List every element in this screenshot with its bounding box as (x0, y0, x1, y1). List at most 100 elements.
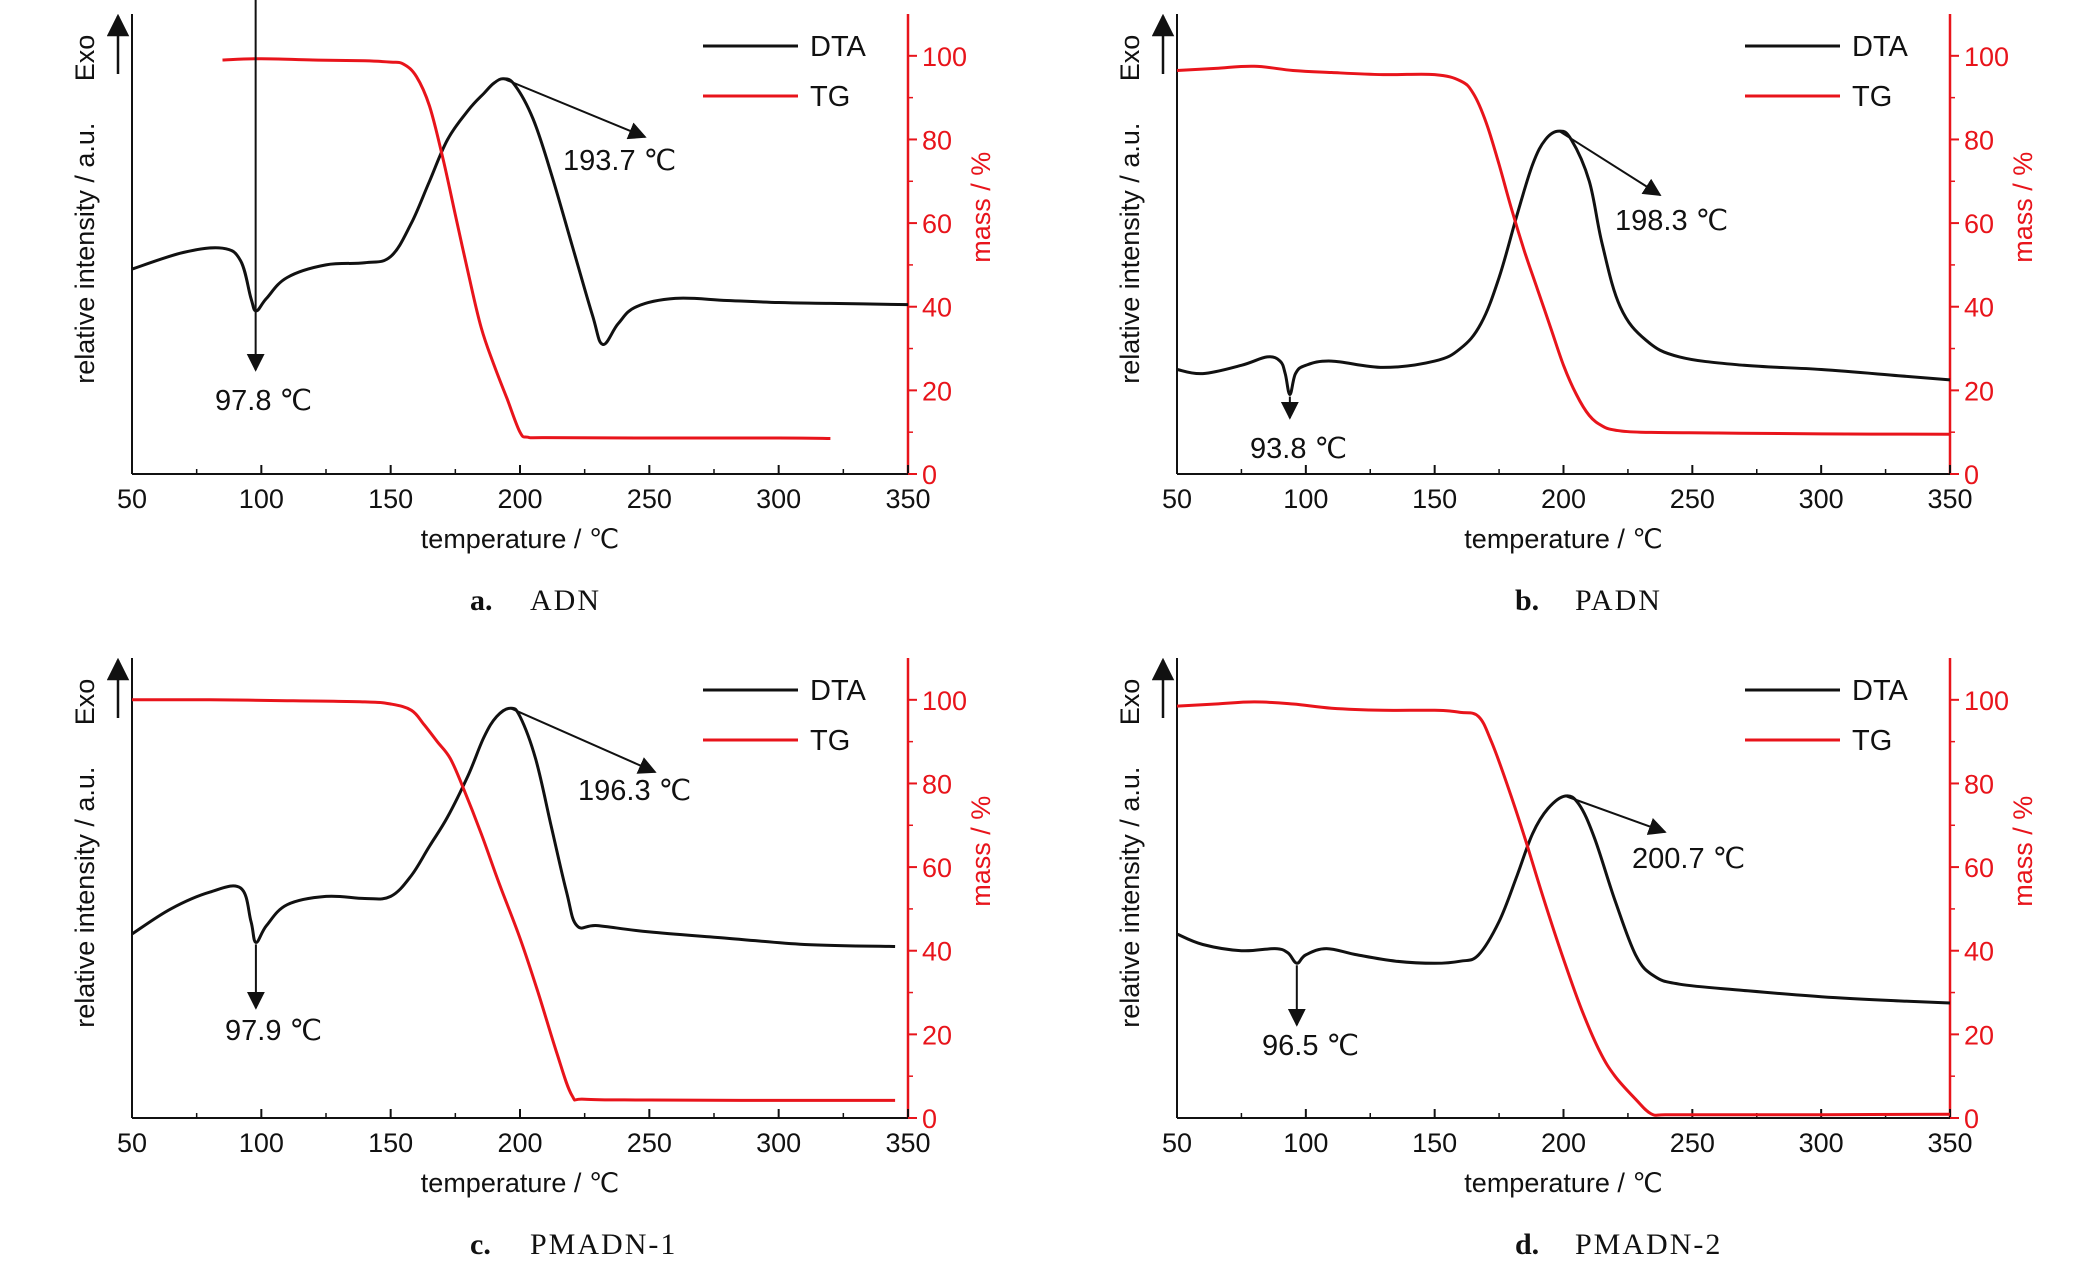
y2-tick-label: 60 (1964, 853, 1994, 883)
caption-letter: c. (470, 1228, 491, 1261)
y-axis-label: relative intensity / a.u. (70, 767, 100, 1028)
x-tick-label: 300 (756, 484, 801, 514)
endo-temperature-label: 96.5 ℃ (1262, 1030, 1359, 1062)
y2-tick-label: 100 (922, 686, 967, 716)
x-tick-label: 50 (117, 1128, 147, 1158)
x-tick-label: 350 (1927, 484, 1972, 514)
legend-tg-label: TG (1852, 725, 1892, 757)
y-axis-label: relative intensity / a.u. (70, 123, 100, 384)
series-dta-line (131, 706, 896, 948)
legend-tg-label: TG (1852, 81, 1892, 113)
x-tick-label: 100 (239, 484, 284, 514)
caption-name: ADN (530, 584, 601, 617)
y2-tick-label: 60 (922, 209, 952, 239)
x-tick-label: 300 (1799, 1128, 1844, 1158)
x-axis-label: temperature / ℃ (421, 1168, 619, 1198)
x-tick-label: 50 (117, 484, 147, 514)
y2-axis-label: mass / % (966, 152, 996, 263)
x-axis-label: temperature / ℃ (1464, 1168, 1662, 1198)
x-tick-label: 50 (1162, 1128, 1192, 1158)
series-tg-line (131, 698, 896, 1102)
x-tick-label: 200 (497, 484, 542, 514)
x-tick-label: 350 (885, 1128, 930, 1158)
y2-tick-label: 80 (922, 125, 952, 155)
peak-temperature-label: 193.7 ℃ (563, 145, 676, 177)
x-tick-label: 100 (1283, 1128, 1328, 1158)
y2-tick-label: 40 (922, 293, 952, 323)
series-dta-line (131, 77, 909, 346)
x-tick-label: 300 (1799, 484, 1844, 514)
y2-tick-label: 80 (1964, 125, 1994, 155)
y2-tick-label: 0 (922, 1104, 937, 1134)
y2-tick-label: 40 (1964, 293, 1994, 323)
y2-tick-label: 20 (1964, 1020, 1994, 1050)
caption-name: PMADN-2 (1575, 1228, 1722, 1261)
y2-tick-label: 60 (922, 853, 952, 883)
y2-tick-label: 40 (922, 937, 952, 967)
y2-tick-label: 40 (1964, 937, 1994, 967)
y2-axis-label: mass / % (2008, 796, 2038, 907)
x-tick-label: 200 (1541, 484, 1586, 514)
y2-tick-label: 80 (1964, 769, 1994, 799)
x-tick-label: 200 (497, 1128, 542, 1158)
x-tick-label: 150 (1412, 484, 1457, 514)
x-tick-label: 150 (1412, 1128, 1457, 1158)
y2-axis-label: mass / % (2008, 152, 2038, 263)
x-tick-label: 250 (627, 484, 672, 514)
x-tick-label: 100 (1283, 484, 1328, 514)
exo-label: Exo (1115, 679, 1145, 726)
y2-tick-label: 100 (1964, 42, 2009, 72)
y2-tick-label: 0 (922, 460, 937, 490)
y2-tick-label: 0 (1964, 1104, 1979, 1134)
peak-arrow (503, 77, 647, 140)
exo-label: Exo (70, 35, 100, 82)
y2-tick-label: 20 (1964, 376, 1994, 406)
exo-label: Exo (70, 679, 100, 726)
y2-tick-label: 100 (922, 42, 967, 72)
y2-tick-label: 0 (1964, 460, 1979, 490)
x-tick-label: 250 (627, 1128, 672, 1158)
y2-tick-label: 20 (922, 1020, 952, 1050)
caption-letter: b. (1515, 584, 1539, 617)
x-axis-label: temperature / ℃ (1464, 524, 1662, 554)
legend-dta-label: DTA (1852, 675, 1909, 707)
y-axis-label: relative intensity / a.u. (1115, 767, 1145, 1028)
endo-temperature-label: 97.8 ℃ (215, 385, 312, 417)
caption-name: PMADN-1 (530, 1228, 677, 1261)
exo-label: Exo (1115, 35, 1145, 82)
x-tick-label: 150 (368, 484, 413, 514)
y2-tick-label: 100 (1964, 686, 2009, 716)
series-dta-line (1176, 794, 1951, 1005)
peak-arrow (510, 707, 657, 774)
x-tick-label: 250 (1670, 484, 1715, 514)
caption-letter: d. (1515, 1228, 1539, 1261)
x-tick-label: 350 (1927, 1128, 1972, 1158)
caption-name: PADN (1575, 584, 1662, 617)
x-tick-label: 50 (1162, 484, 1192, 514)
legend-dta-label: DTA (810, 31, 867, 63)
peak-temperature-label: 196.3 ℃ (578, 775, 691, 807)
y-axis-label: relative intensity / a.u. (1115, 123, 1145, 384)
y2-axis-label: mass / % (966, 796, 996, 907)
x-tick-label: 350 (885, 484, 930, 514)
x-tick-label: 200 (1541, 1128, 1586, 1158)
peak-temperature-label: 198.3 ℃ (1615, 205, 1728, 237)
caption-letter: a. (470, 584, 493, 617)
peak-temperature-label: 200.7 ℃ (1632, 843, 1745, 875)
endo-temperature-label: 97.9 ℃ (225, 1015, 322, 1047)
legend-dta-label: DTA (1852, 31, 1909, 63)
y2-tick-label: 20 (922, 376, 952, 406)
series-tg-line (222, 57, 831, 440)
y2-tick-label: 80 (922, 769, 952, 799)
x-axis-label: temperature / ℃ (421, 524, 619, 554)
legend-tg-label: TG (810, 81, 850, 113)
series-tg-line (1176, 64, 1951, 436)
endo-temperature-label: 93.8 ℃ (1250, 433, 1347, 465)
legend-tg-label: TG (810, 725, 850, 757)
peak-arrow (1564, 795, 1667, 835)
x-tick-label: 100 (239, 1128, 284, 1158)
